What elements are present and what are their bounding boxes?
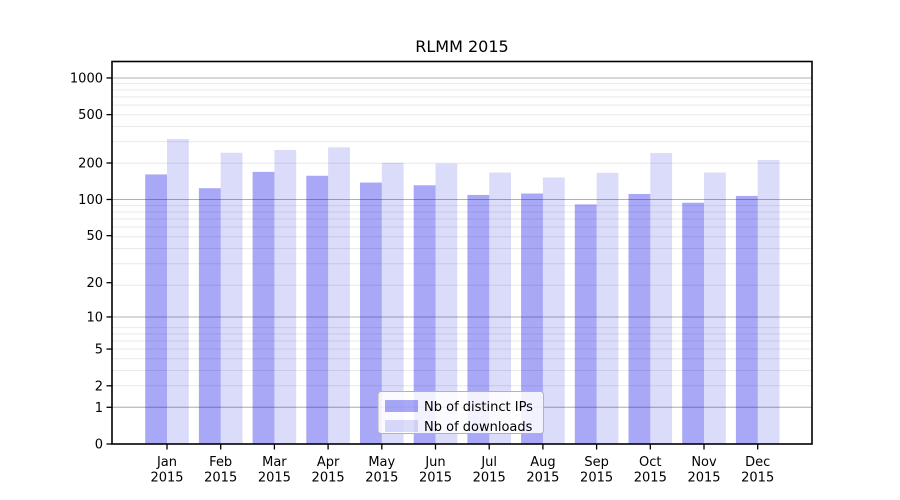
bar-downloads-apr (328, 147, 350, 444)
bar-distinct-ips-jun (413, 185, 436, 444)
x-tick-label-aug: Aug 2015 (526, 455, 559, 486)
legend-box (377, 391, 544, 434)
y-tick-label: 10 (86, 310, 103, 325)
x-tick-label-oct: Oct 2015 (634, 455, 667, 486)
x-tick-label-jun: Jun 2015 (419, 455, 452, 486)
bar-distinct-ips-jul (467, 194, 490, 444)
x-tick-label-nov: Nov 2015 (687, 455, 720, 486)
bar-downloads-feb (220, 152, 243, 444)
y-axis: 0 1 2 5 10 20 50 100 200 500 1000 (70, 71, 112, 453)
x-tick-label-dec: Dec 2015 (741, 455, 774, 486)
y-tick-label: 100 (78, 193, 103, 208)
legend-swatch-distinct-ips (385, 400, 418, 412)
bar-distinct-ips-aug (521, 193, 543, 444)
bar-downloads-jul (489, 172, 511, 444)
y-tick-label: 2 (95, 379, 103, 394)
legend: Nb of distinct IPs Nb of downloads (377, 391, 544, 435)
y-tick-label: 500 (78, 108, 103, 123)
chart-title: RLMM 2015 (415, 37, 508, 56)
y-tick-label: 0 (95, 438, 103, 453)
gridlines-minor (112, 83, 812, 408)
legend-label-downloads: Nb of downloads (424, 420, 533, 435)
x-tick-label-may: May 2015 (365, 455, 398, 486)
bar-downloads-aug (542, 177, 565, 444)
bar-downloads-jun (435, 163, 458, 444)
x-tick-label-apr: Apr 2015 (312, 455, 345, 486)
y-tick-label: 5 (95, 343, 103, 358)
bar-distinct-ips-sep (574, 204, 597, 444)
plot-border (111, 60, 813, 445)
x-axis: Jan 2015 Feb 2015 Mar 2015 Apr 2015 May 2015 Jun 20… (150, 444, 774, 486)
bar-downloads-dec (757, 159, 780, 444)
y-tick-label: 20 (86, 276, 103, 291)
y-tick-label: 200 (78, 157, 103, 172)
y-tick-label: 1000 (70, 71, 103, 86)
bar-distinct-ips-oct (628, 193, 651, 444)
x-tick-label-jul: Jul 2015 (473, 455, 506, 486)
legend-label-distinct-ips: Nb of distinct IPs (424, 400, 533, 415)
legend-swatch-downloads (385, 420, 418, 432)
bars-group (145, 139, 780, 445)
bar-distinct-ips-nov (682, 202, 704, 444)
bar-distinct-ips-mar (252, 171, 275, 444)
bar-distinct-ips-feb (198, 188, 221, 444)
bar-downloads-mar (274, 149, 297, 444)
x-tick-label-jan: Jan 2015 (150, 455, 183, 486)
bar-downloads-sep (596, 172, 619, 444)
bar-downloads-nov (704, 172, 726, 444)
bar-downloads-may (381, 162, 404, 444)
y-tick-label: 1 (95, 401, 103, 416)
bar-downloads-oct (650, 152, 673, 444)
x-tick-label-feb: Feb 2015 (204, 455, 237, 486)
y-tick-label: 50 (86, 229, 103, 244)
x-tick-label-mar: Mar 2015 (258, 455, 291, 486)
bar-distinct-ips-apr (306, 175, 329, 444)
x-tick-label-sep: Sep 2015 (580, 455, 613, 486)
bar-downloads-jan (167, 139, 189, 444)
bar-distinct-ips-may (360, 182, 382, 445)
bar-distinct-ips-jan (145, 174, 167, 445)
bar-distinct-ips-dec (735, 195, 758, 444)
